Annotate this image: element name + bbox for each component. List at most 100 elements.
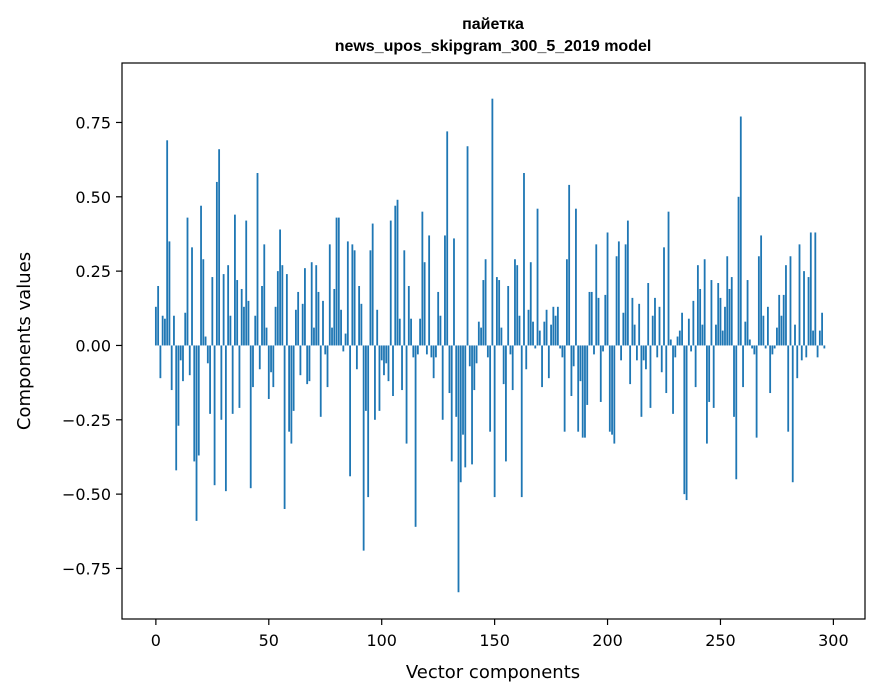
bar [536, 208, 539, 346]
bar [161, 315, 164, 346]
bar [349, 345, 351, 477]
bar [231, 345, 234, 414]
bar [620, 345, 622, 361]
bar [398, 318, 401, 346]
bar [353, 250, 356, 346]
bar [633, 324, 636, 346]
bar [719, 297, 722, 346]
bar [209, 345, 211, 414]
bar [281, 265, 284, 346]
bar [547, 345, 550, 379]
bar [428, 235, 431, 346]
bar [613, 345, 616, 444]
bar [425, 345, 428, 355]
bar [812, 330, 814, 346]
bar [328, 244, 331, 346]
bar [663, 247, 665, 346]
bar [265, 327, 268, 346]
bar [383, 345, 385, 376]
bar [502, 345, 505, 385]
bar [798, 244, 801, 346]
bar [213, 345, 216, 486]
bar [475, 345, 478, 364]
bar [491, 98, 494, 346]
bar [733, 345, 735, 417]
bar [258, 345, 261, 370]
bar [360, 303, 363, 346]
y-tick-label: −0.50 [62, 485, 111, 504]
bar [441, 345, 444, 420]
bar [340, 309, 342, 346]
bar [809, 232, 812, 346]
y-axis: −0.75 −0.50 −0.25 0.00 0.25 0.50 0.75 [62, 113, 122, 578]
bar [532, 321, 534, 346]
bar [335, 217, 338, 346]
bar [554, 315, 557, 346]
bar [606, 232, 609, 346]
bar [764, 345, 767, 349]
bar [164, 318, 166, 346]
bar [455, 345, 458, 417]
bar [317, 291, 320, 346]
bar [292, 345, 295, 411]
bar [200, 205, 202, 346]
bar [744, 321, 747, 346]
bar [437, 291, 440, 346]
bar [561, 345, 564, 358]
bar [796, 345, 799, 379]
bar [299, 345, 302, 376]
bar [191, 247, 193, 346]
bar [389, 220, 392, 346]
bar [464, 345, 467, 468]
bar [588, 291, 591, 346]
bar [416, 345, 419, 355]
bar [405, 345, 408, 444]
bar [457, 345, 460, 593]
bar [310, 262, 313, 346]
x-axis: 0 50 100 150 200 250 300 [151, 619, 849, 650]
bar [599, 345, 602, 402]
bar [319, 345, 322, 417]
bar [694, 345, 697, 388]
bar [550, 324, 552, 346]
bar [342, 345, 345, 352]
bar [706, 345, 708, 444]
bar [534, 345, 537, 349]
bar [602, 345, 604, 352]
bar [358, 285, 361, 346]
bar [678, 330, 681, 346]
bar [222, 274, 225, 346]
bar [410, 318, 412, 346]
bar [520, 345, 523, 498]
bar [584, 345, 586, 438]
bar [651, 315, 654, 346]
bar [636, 345, 638, 361]
bar [516, 265, 519, 346]
bar [380, 345, 383, 361]
bar [726, 256, 729, 346]
bar [608, 345, 611, 432]
bar [224, 345, 227, 492]
bar [261, 285, 263, 346]
bar [656, 345, 659, 358]
bar [814, 232, 817, 346]
bar [660, 345, 663, 373]
x-tick-label: 200 [592, 631, 623, 650]
bar [294, 309, 297, 346]
bar [471, 345, 473, 465]
bar [453, 238, 455, 346]
bar [376, 309, 379, 346]
bar [527, 309, 530, 346]
bar [559, 345, 562, 349]
bar [755, 345, 758, 438]
bar [816, 345, 819, 358]
bar [371, 223, 374, 346]
y-tick-label: −0.25 [62, 411, 111, 430]
bar [432, 345, 435, 379]
bar [283, 345, 286, 509]
bar [570, 345, 573, 397]
bar [385, 345, 388, 364]
bar [611, 345, 613, 435]
bar [220, 345, 223, 420]
bar [577, 345, 580, 432]
